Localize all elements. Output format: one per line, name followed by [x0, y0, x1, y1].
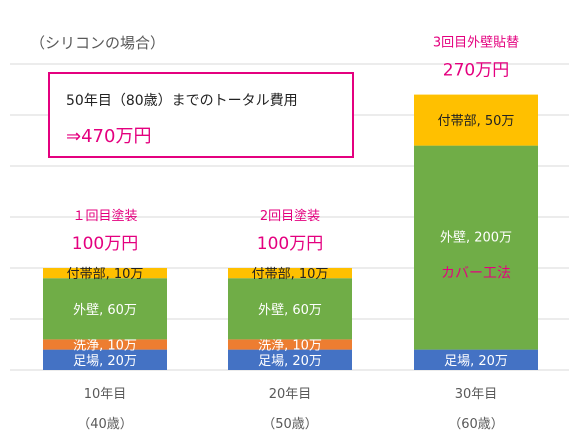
bar-segment [414, 349, 538, 370]
segment-note: カバー工法 [441, 266, 511, 282]
segment-label: 足場, 20万 [444, 354, 508, 369]
x-tick-label: 10年目 [84, 387, 127, 402]
segment-label: 足場, 20万 [73, 354, 137, 369]
segment-label: 外壁, 60万 [258, 303, 322, 318]
segment-label: 洗浄, 10万 [258, 339, 322, 354]
total-cost-value: ⇒470万円 [66, 126, 152, 147]
segment-label: 付帯部, 10万 [67, 267, 144, 282]
bar-segment [228, 278, 352, 340]
bar-work-label: １回目塗装 [72, 208, 137, 224]
bar-total-label: 100万円 [257, 234, 323, 254]
x-tick-sublabel: （60歳） [448, 417, 504, 432]
segment-label: 付帯部, 50万 [438, 114, 515, 129]
segment-label: 外壁, 200万 [440, 231, 512, 246]
x-tick-sublabel: （50歳） [262, 417, 318, 432]
segment-label: 足場, 20万 [258, 354, 322, 369]
x-tick-sublabel: （40歳） [77, 417, 133, 432]
segment-label: 付帯部, 10万 [252, 267, 329, 282]
bar-work-label: 3回目外壁貼替 [433, 36, 519, 51]
bar-segment [228, 268, 352, 279]
bar-work-label: 2回目塗装 [260, 208, 320, 224]
bar-segment [43, 339, 167, 350]
total-cost-callout: 50年目（80歳）までのトータル費用 ⇒470万円 [48, 72, 354, 158]
bar-total-label: 100万円 [72, 234, 138, 254]
total-cost-label: 50年目（80歳）までのトータル費用 [66, 93, 298, 109]
chart-subtitle: （シリコンの場合） [30, 34, 166, 52]
x-tick-label: 30年目 [455, 387, 498, 402]
bar-segment [414, 94, 538, 146]
bar-segment [228, 339, 352, 350]
bar-segment [43, 278, 167, 340]
segment-label: 外壁, 60万 [73, 303, 137, 318]
bar-total-label: 270万円 [443, 61, 509, 81]
segment-label: 洗浄, 10万 [73, 339, 137, 354]
bar-segment [228, 349, 352, 370]
bar-segment [43, 268, 167, 279]
x-tick-label: 20年目 [269, 387, 312, 402]
bar-segment [43, 349, 167, 370]
bar-segment [414, 145, 538, 350]
